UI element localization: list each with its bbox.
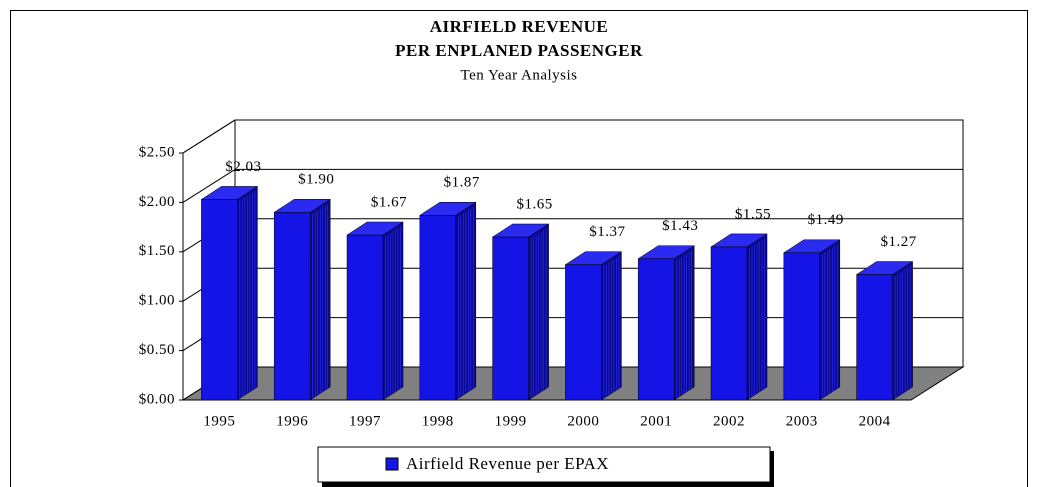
legend-swatch <box>385 457 399 471</box>
bar-top <box>200 186 259 200</box>
bar <box>856 274 893 401</box>
y-tick-label: $1.50 <box>139 243 175 259</box>
bar <box>273 212 311 401</box>
chart-title: PER ENPLANED PASSENGER <box>395 41 643 60</box>
x-tick-label: 2002 <box>713 413 745 429</box>
x-tick-label: 2000 <box>567 413 599 429</box>
bar-top <box>710 233 768 248</box>
x-tick-label: 1995 <box>203 413 235 429</box>
bar <box>419 214 457 401</box>
value-label: $1.55 <box>735 206 771 222</box>
x-tick-label: 1997 <box>349 413 381 429</box>
value-label: $1.87 <box>444 175 480 191</box>
x-tick-label: 2001 <box>640 413 672 429</box>
side-wall-edge <box>182 119 236 154</box>
value-label: $1.49 <box>808 212 844 228</box>
bar-top <box>855 261 914 275</box>
x-tick-label: 1996 <box>276 413 308 429</box>
value-label: $2.03 <box>225 159 261 175</box>
value-label: $1.27 <box>880 234 916 250</box>
bar-top <box>564 251 623 265</box>
value-label: $1.37 <box>589 224 625 240</box>
bar-top <box>273 199 332 213</box>
bar <box>783 252 821 401</box>
bar <box>710 246 748 401</box>
x-tick-label: 1999 <box>495 413 527 429</box>
value-label: $1.65 <box>516 196 552 212</box>
bar-top <box>346 221 404 236</box>
legend-label: Airfield Revenue per EPAX <box>406 454 609 473</box>
chart-subtitle: Ten Year Analysis <box>460 67 577 83</box>
bar <box>492 236 529 401</box>
y-tick-label: $1.00 <box>139 293 175 309</box>
bar-top <box>782 239 841 254</box>
x-tick-label: 2004 <box>859 413 891 429</box>
x-tick-label: 2003 <box>786 413 818 429</box>
bar <box>565 264 602 401</box>
x-tick-label: 1998 <box>422 413 454 429</box>
bar-top <box>418 201 477 216</box>
chart-title: AIRFIELD REVENUE <box>430 17 609 36</box>
y-tick-label: $0.00 <box>139 391 175 407</box>
value-label: $1.43 <box>662 218 698 234</box>
bar-top <box>491 223 550 238</box>
value-label: $1.67 <box>371 194 407 210</box>
grid-line-side <box>182 168 236 203</box>
y-tick-label: $2.50 <box>139 144 175 160</box>
value-label: $1.90 <box>298 172 334 188</box>
bar-top <box>637 245 696 259</box>
y-tick-label: $0.50 <box>139 342 175 358</box>
bar <box>201 199 238 401</box>
bar <box>346 234 384 401</box>
y-tick-label: $2.00 <box>139 194 175 210</box>
bar <box>637 258 675 401</box>
